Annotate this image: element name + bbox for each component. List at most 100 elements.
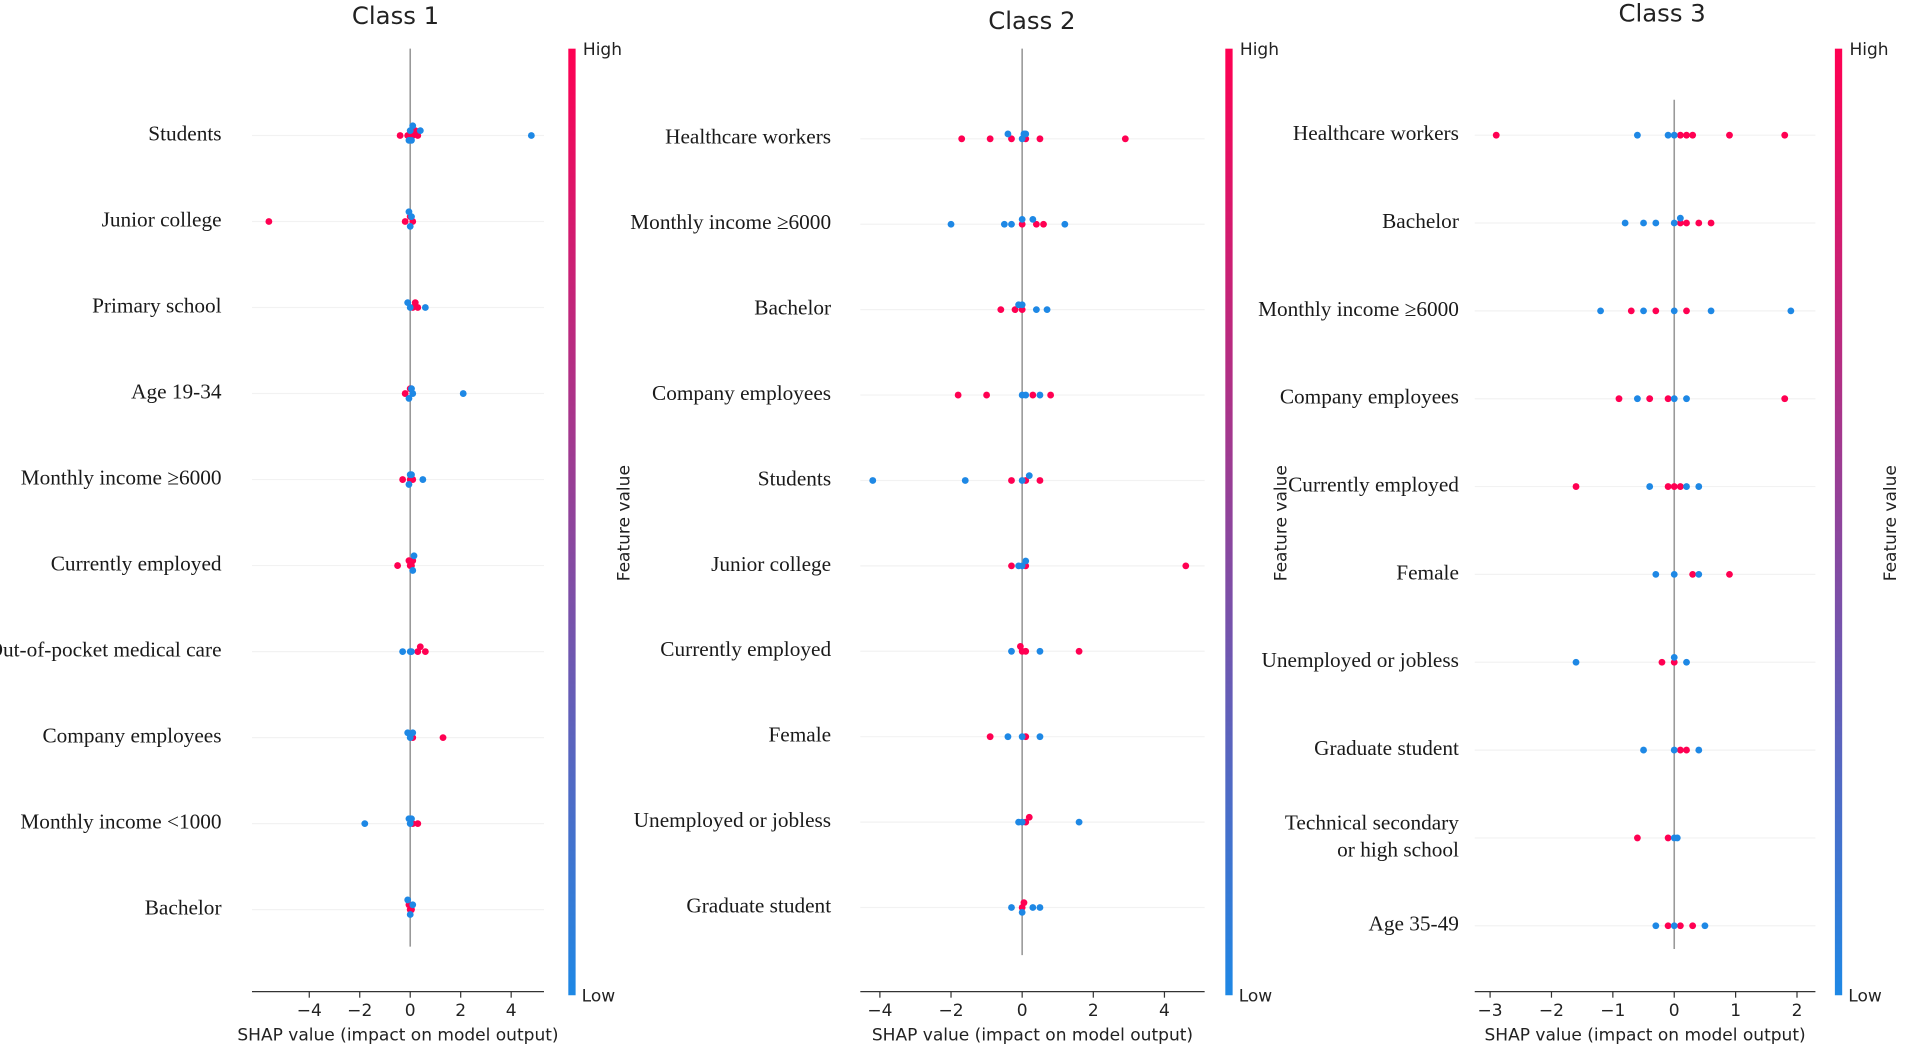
- feature-label: Graduate student: [1314, 736, 1459, 760]
- colorbar: [568, 48, 576, 996]
- point: [1683, 746, 1690, 754]
- chart-title: Class 3: [1619, 0, 1706, 28]
- point: [1018, 908, 1026, 916]
- x-tick-label: 2: [455, 1001, 466, 1021]
- point: [1032, 220, 1040, 228]
- point: [1670, 570, 1678, 578]
- colorbar-low: Low: [1239, 986, 1273, 1006]
- point: [1018, 733, 1026, 741]
- x-tick-label: 4: [506, 1001, 517, 1021]
- point: [419, 476, 427, 483]
- point: [1676, 219, 1684, 227]
- feature-label: Company employees: [42, 724, 221, 748]
- point: [1676, 483, 1684, 490]
- point: [997, 306, 1005, 314]
- x-axis-label: SHAP value (impact on model output): [1484, 1025, 1805, 1045]
- x-tick-label: 4: [1159, 1001, 1170, 1021]
- point: [1670, 395, 1678, 403]
- point: [1022, 391, 1030, 399]
- point: [958, 135, 966, 143]
- point: [405, 481, 413, 488]
- point: [1029, 215, 1037, 223]
- point: [1683, 307, 1690, 315]
- x-tick-label: −2: [1539, 1001, 1564, 1021]
- point: [1000, 220, 1008, 228]
- point: [404, 729, 412, 737]
- point: [405, 208, 413, 216]
- x-tick-label: 2: [1088, 1001, 1099, 1021]
- point: [1689, 922, 1697, 930]
- point: [1036, 477, 1044, 484]
- point: [1781, 131, 1789, 139]
- feature-label: Bachelor: [754, 296, 831, 320]
- point: [1670, 653, 1678, 661]
- point: [954, 391, 962, 399]
- point: [1652, 922, 1660, 930]
- feature-label: Bachelor: [145, 896, 222, 920]
- point: [1022, 557, 1030, 565]
- feature-label: Currently employed: [660, 637, 831, 661]
- feature-label: Healthcare workers: [1293, 121, 1459, 145]
- feature-label: Age 19-34: [131, 379, 222, 403]
- x-tick-label: −2: [938, 1001, 963, 1021]
- point: [1670, 746, 1678, 754]
- point: [1043, 306, 1051, 314]
- x-tick-label: −4: [867, 1001, 892, 1021]
- point: [1664, 483, 1672, 490]
- point: [1022, 647, 1030, 655]
- colorbar-label: Feature value: [1271, 465, 1291, 581]
- point: [1670, 922, 1678, 930]
- point: [983, 391, 990, 399]
- point: [1182, 562, 1190, 570]
- point: [1040, 220, 1047, 228]
- point: [459, 390, 467, 397]
- point: [1015, 562, 1023, 570]
- point: [410, 552, 418, 560]
- point: [1036, 733, 1044, 741]
- point: [408, 648, 415, 656]
- point: [1670, 219, 1678, 227]
- feature-label: Monthly income ≥6000: [1258, 297, 1459, 321]
- point: [1121, 135, 1129, 143]
- point: [1075, 647, 1083, 655]
- feature-label: Female: [1396, 560, 1459, 584]
- point: [1627, 307, 1635, 315]
- point: [1036, 647, 1044, 655]
- x-tick-label: 0: [405, 1001, 416, 1021]
- point: [1633, 395, 1641, 403]
- point: [399, 476, 407, 483]
- point: [399, 648, 407, 656]
- point: [1633, 834, 1641, 842]
- point: [421, 648, 429, 656]
- feature-label: Primary school: [92, 293, 222, 317]
- feature-label: Currently employed: [1288, 472, 1459, 496]
- point: [1664, 834, 1672, 842]
- point: [1008, 904, 1015, 911]
- point: [1018, 477, 1026, 484]
- point: [1025, 472, 1033, 480]
- point: [1781, 395, 1789, 403]
- point: [1597, 307, 1604, 315]
- point: [1683, 483, 1690, 490]
- point: [986, 733, 994, 741]
- point: [1018, 220, 1026, 228]
- point: [1621, 219, 1629, 227]
- feature-label: Junior college: [711, 552, 831, 576]
- point: [1707, 219, 1715, 227]
- feature-label: Age 35-49: [1368, 912, 1458, 936]
- point: [1029, 904, 1037, 911]
- point: [1652, 219, 1660, 227]
- feature-label: Healthcare workers: [665, 125, 831, 149]
- point: [1695, 483, 1703, 490]
- colorbar-low: Low: [1848, 986, 1882, 1006]
- point: [1646, 395, 1654, 403]
- point: [1020, 899, 1028, 907]
- x-tick-label: −1: [1600, 1001, 1625, 1021]
- point: [1615, 395, 1623, 403]
- point: [1726, 570, 1733, 578]
- point: [1683, 219, 1690, 227]
- point: [1022, 130, 1030, 138]
- feature-label: Junior college: [102, 207, 222, 231]
- colorbar-high: High: [583, 40, 622, 60]
